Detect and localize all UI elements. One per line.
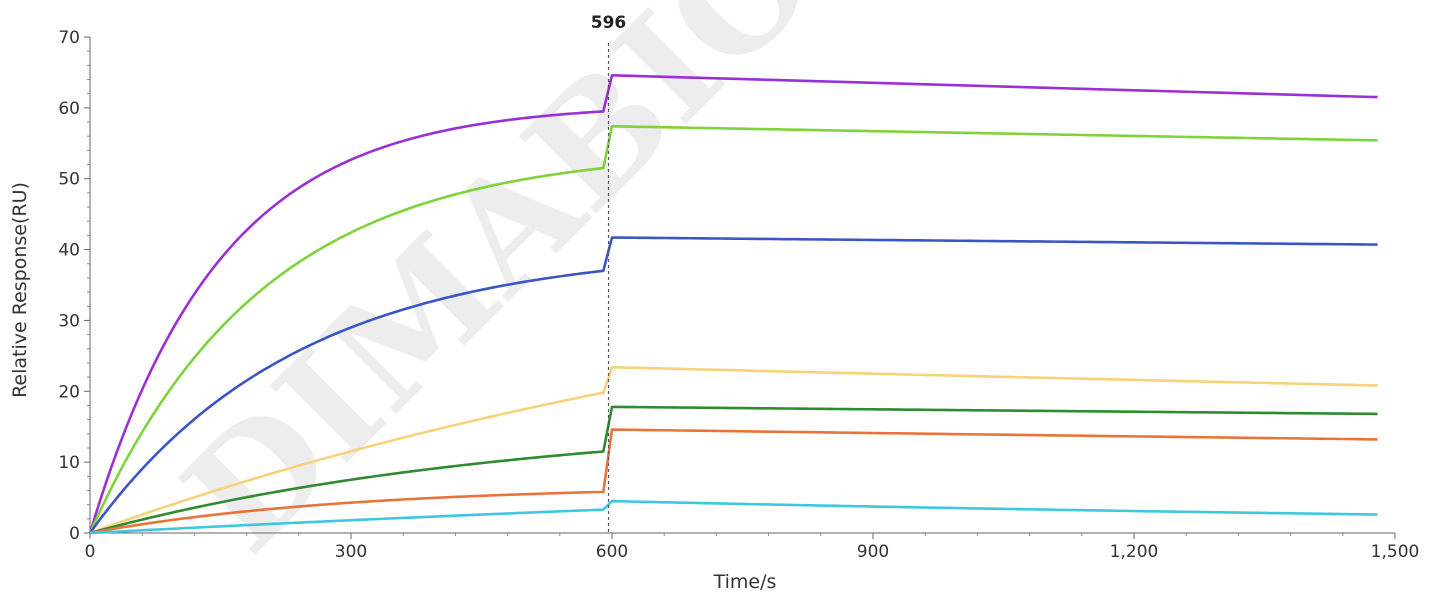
series-line [89, 365, 1378, 535]
series-line [89, 499, 1378, 535]
series-line [89, 405, 1378, 535]
y-tick-label: 40 [58, 241, 80, 261]
y-axis-title: Relative Response(RU) [9, 182, 31, 398]
y-tick-label: 60 [58, 99, 80, 119]
marker-label: 596 [591, 13, 627, 33]
x-tick-label: 300 [335, 542, 367, 562]
y-tick-label: 20 [58, 382, 80, 402]
marker-layer: 596 [591, 13, 627, 533]
x-tick-label: 0 [85, 542, 96, 562]
y-tick-label: 10 [58, 453, 80, 473]
series-line [89, 428, 1378, 535]
series-line [88, 236, 1378, 534]
x-tick-label: 900 [857, 542, 889, 562]
y-tick-label: 30 [58, 311, 80, 331]
y-tick-label: 50 [58, 170, 80, 190]
x-tick-label: 600 [596, 542, 628, 562]
y-tick-label: 0 [69, 524, 80, 544]
y-tick-label: 70 [58, 28, 80, 48]
x-axis-title: Time/s [713, 571, 777, 593]
series-layer [88, 73, 1378, 535]
series-line [88, 124, 1378, 534]
x-tick-label: 1,500 [1371, 542, 1420, 562]
x-tick-label: 1,200 [1110, 542, 1159, 562]
series-line [88, 73, 1378, 534]
axes: 0 10 20 30 40 50 60 70 0 300 600 900 1,200 1,500 [58, 28, 1419, 562]
